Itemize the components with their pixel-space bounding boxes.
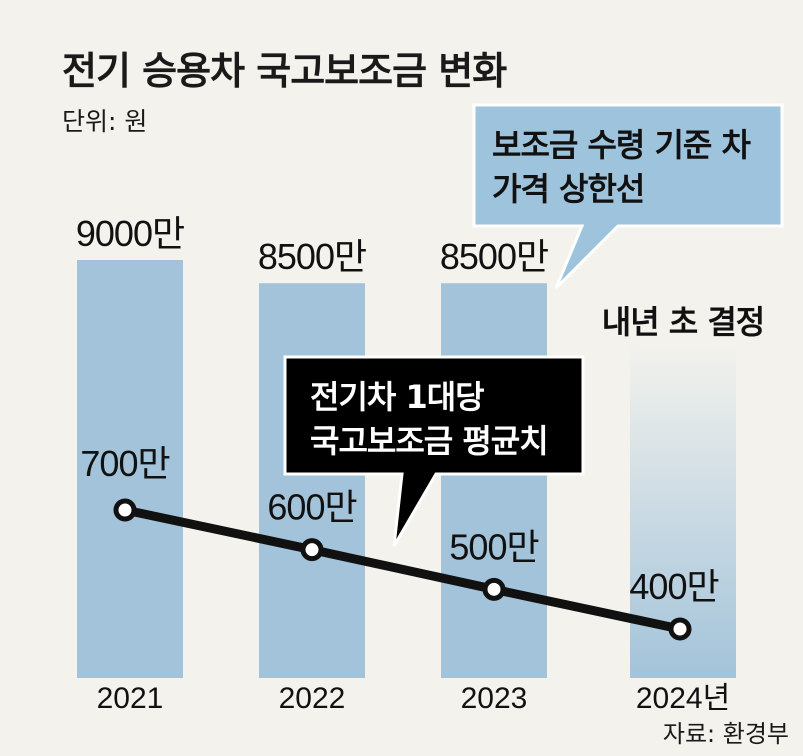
bar [259, 283, 365, 678]
line-value-label: 600만 [267, 487, 356, 528]
source-note: 자료: 환경부 [662, 720, 789, 748]
bar-value-label: 9000만 [76, 213, 184, 254]
line-point [300, 538, 324, 562]
line-value-label: 500만 [449, 526, 538, 567]
chart-title: 전기 승용차 국고보조금 변화 [62, 49, 507, 93]
line-value-label: 400만 [629, 566, 718, 607]
x-tick-label: 2024년 [636, 682, 730, 715]
labels-layer: 9000만 2021 8500만 2022 8500만 2023 내년 초 결정 2024년 7… [76, 213, 765, 715]
line-series [124, 505, 681, 634]
callout-price-cap: 보조금 수령 기준 차가격 상한선 [472, 103, 784, 290]
x-tick-label: 2022 [279, 682, 346, 715]
bar-value-label: 내년 초 결정 [602, 303, 764, 341]
x-tick-label: 2023 [461, 682, 528, 715]
x-tick-label: 2021 [97, 682, 164, 715]
line-value-label: 700만 [80, 443, 169, 484]
callout-avg-subsidy-box [283, 355, 585, 547]
callout-avg-subsidy-line: 국고보조금 평균치 [310, 422, 548, 460]
bar [77, 260, 183, 678]
callout-price-cap-box [472, 103, 784, 290]
line-layer [113, 498, 692, 641]
line-point [482, 577, 506, 601]
bar-value-label: 8500만 [258, 236, 366, 277]
bar [441, 283, 547, 678]
callout-avg-subsidy-line: 전기차 1대당 [310, 378, 484, 416]
unit-label: 단위: 원 [62, 107, 148, 136]
callout-price-cap-line: 보조금 수령 기준 차 [492, 126, 752, 164]
bar-value-label: 8500만 [440, 236, 548, 277]
line-point [113, 498, 137, 522]
bars-layer [77, 260, 736, 678]
line-point [668, 617, 692, 641]
callout-price-cap-line: 가격 상한선 [492, 170, 644, 208]
